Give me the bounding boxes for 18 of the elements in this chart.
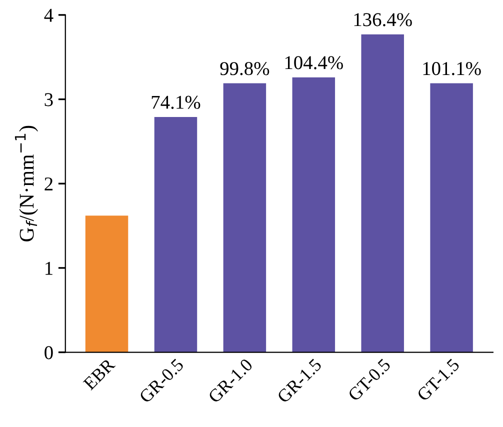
- annotation: 104.4%: [285, 56, 343, 70]
- bar: [154, 116, 198, 352]
- annotation: 99.8%: [220, 62, 270, 76]
- x-tick-label: EBR: [82, 358, 116, 390]
- bar: [292, 77, 336, 352]
- annotation: 101.1%: [423, 62, 481, 76]
- y-tick-label: 4: [44, 8, 54, 22]
- bar: [223, 83, 266, 352]
- y-tick-label: 1: [46, 262, 52, 275]
- y-axis-title: G$_{f}$/(N·mm$^{−1}$): [14, 126, 38, 242]
- bar: [361, 34, 404, 352]
- y-tick-label: 3: [44, 93, 53, 106]
- annotation: 136.4%: [354, 13, 412, 26]
- y-tick-label: 0: [44, 346, 53, 360]
- bar: [430, 83, 473, 352]
- y-tick-label: 2: [44, 177, 53, 190]
- bar: [85, 216, 128, 352]
- annotation: 74.1%: [152, 96, 200, 109]
